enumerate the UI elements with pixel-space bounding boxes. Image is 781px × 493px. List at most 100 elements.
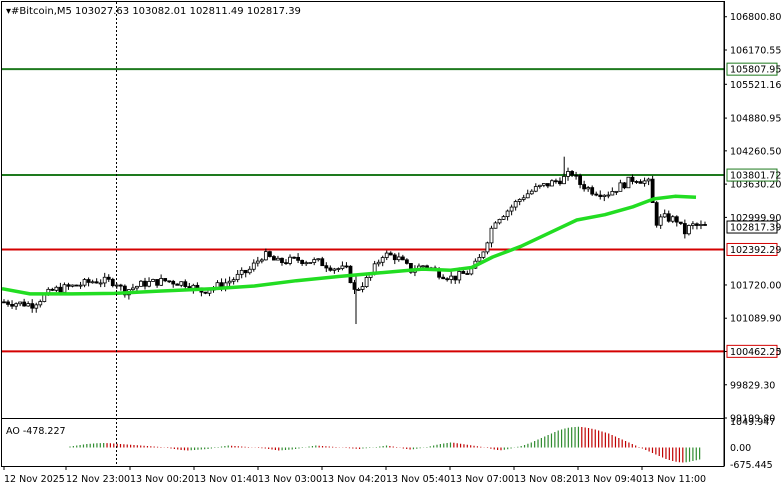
candle-body [62, 284, 67, 293]
level-label: 105807.95 [730, 65, 781, 76]
candle-body [30, 303, 35, 309]
candle-body [175, 283, 180, 286]
candle-body [533, 186, 538, 192]
candle-body [505, 210, 510, 218]
candle-body [276, 257, 280, 261]
candle-body [691, 223, 695, 226]
candle-body [586, 187, 591, 190]
candle-body [94, 281, 99, 284]
candle-body [441, 276, 446, 280]
candle-body [509, 206, 514, 212]
candle-body [678, 221, 683, 224]
candle-body [457, 271, 462, 281]
candle-body [445, 278, 450, 281]
ao-y-tick-label: 1049.947 [730, 417, 775, 428]
candle-body [296, 256, 300, 261]
y-tick-label: 101089.90 [730, 314, 781, 325]
candle-body [135, 285, 139, 289]
candle-body [340, 265, 345, 269]
y-tick-label: 101720.00 [730, 280, 781, 291]
candle-body [320, 258, 325, 267]
candle-body [525, 193, 530, 199]
candle-body [74, 284, 79, 287]
candle-body [654, 202, 659, 226]
candle-body [98, 282, 103, 285]
current-price-box [726, 220, 778, 234]
candle-body [231, 279, 236, 282]
candle-body [489, 227, 494, 244]
candle-body [82, 279, 87, 286]
candle-body [646, 178, 651, 182]
candle-body [167, 280, 172, 283]
candle-body [562, 175, 566, 185]
candle-body [602, 194, 607, 197]
candle-body [554, 180, 558, 183]
candle-body [594, 193, 599, 196]
candle-body [247, 268, 252, 274]
y-tick-label: 99829.30 [730, 380, 775, 391]
candle-body [6, 301, 10, 305]
candle-body [606, 194, 611, 197]
candle-body [356, 288, 361, 291]
candle-body [344, 265, 349, 268]
current-price-label: 102817.39 [730, 223, 781, 234]
candle-body [570, 171, 574, 176]
x-tick-label: 13 Nov 03:00 [258, 474, 322, 485]
candle-body [332, 268, 337, 271]
candle-body [497, 218, 502, 224]
candle-body [477, 256, 482, 262]
ohlc-value: 102817.39 [247, 6, 301, 17]
candle-body [267, 251, 272, 257]
level-label: 100462.25 [730, 347, 781, 358]
candle-body [626, 176, 631, 189]
candle-body [203, 291, 208, 294]
candle-body [312, 259, 317, 263]
candle-body [360, 286, 365, 290]
y-tick-label: 104260.50 [730, 146, 781, 157]
candle-body [159, 278, 164, 286]
symbol-label: ▾#Bitcoin,M5 [6, 6, 75, 17]
candle-body [670, 216, 675, 222]
candle-body [263, 251, 268, 261]
y-tick-label: 103630.20 [730, 180, 781, 191]
candle-body [22, 301, 27, 307]
candle-body [102, 276, 107, 284]
candle-body [78, 284, 83, 287]
candle-body [151, 279, 155, 282]
ohlc-value: 103082.01 [132, 6, 189, 17]
candle-body [545, 183, 550, 187]
candle-body [521, 197, 526, 200]
candle-body [658, 216, 663, 226]
candle-body [207, 289, 212, 294]
candle-body [618, 182, 623, 192]
candle-body [2, 301, 6, 304]
candle-body [501, 216, 506, 220]
candle-body [481, 251, 486, 258]
x-tick-label: 13 Nov 08:20 [514, 474, 578, 485]
candle-body [682, 223, 687, 235]
candle-body [235, 273, 240, 281]
candle-body [537, 184, 542, 187]
candle-body [292, 256, 296, 259]
candle-body [66, 284, 71, 287]
candle-body [131, 287, 135, 291]
candle-body [259, 259, 264, 262]
ao-y-tick-label: 0.00 [730, 443, 751, 454]
ao-y-tick-label: -675.445 [730, 460, 773, 471]
ao-label: AO -478.227 [6, 426, 66, 437]
level-label: 103801.72 [730, 171, 781, 182]
candle-body [155, 279, 159, 286]
candle-body [14, 303, 18, 307]
candle-body [650, 178, 655, 204]
candle-body [90, 281, 95, 284]
level-label-box [726, 344, 778, 358]
candle-body [38, 301, 43, 306]
candle-body [54, 286, 59, 291]
x-tick-label: 13 Nov 00:20 [130, 474, 194, 485]
candle-body [195, 284, 200, 289]
candle-body [280, 257, 284, 264]
candle-body [517, 199, 522, 202]
candle-body [42, 294, 47, 302]
